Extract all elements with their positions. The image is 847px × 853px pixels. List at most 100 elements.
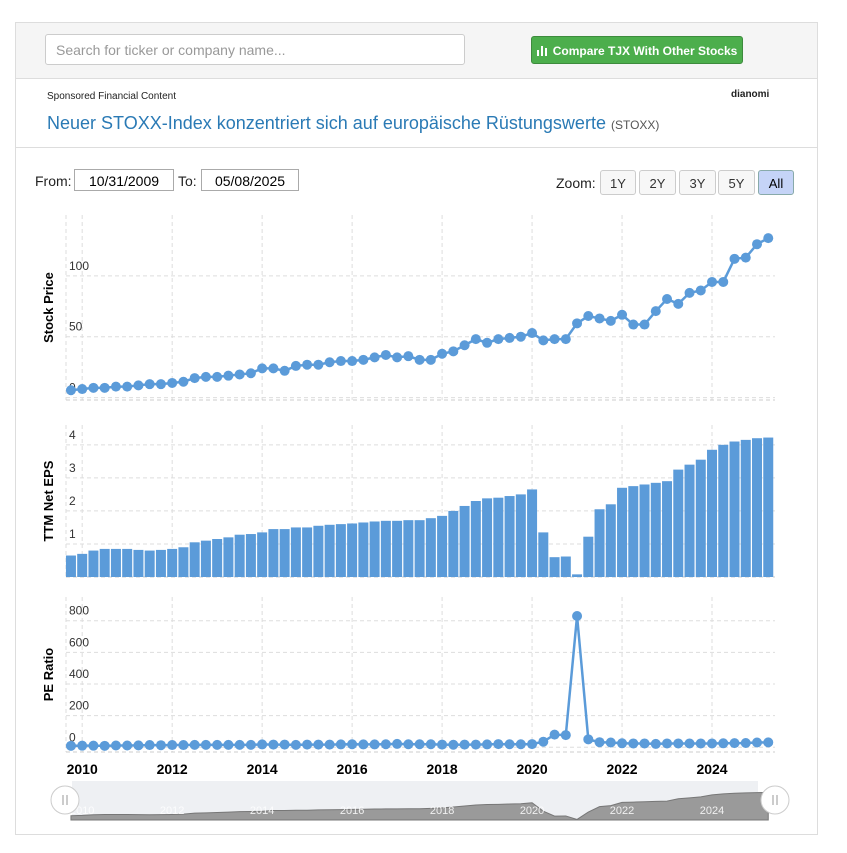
point (99, 382, 110, 393)
point (459, 340, 470, 351)
x-tick-label: 2022 (606, 761, 637, 777)
point (583, 734, 594, 745)
point (223, 739, 234, 750)
point (257, 739, 268, 750)
bar (583, 536, 594, 577)
bar (88, 550, 99, 577)
point (324, 357, 335, 368)
zoom-button[interactable]: 5Y (718, 170, 755, 195)
point (594, 313, 605, 324)
bar (313, 525, 324, 577)
point (279, 365, 290, 376)
navigator-handle[interactable] (760, 785, 790, 815)
point (212, 371, 223, 382)
point (729, 738, 740, 749)
point (155, 740, 166, 751)
point (527, 739, 538, 750)
point (549, 729, 560, 740)
bar (155, 549, 166, 577)
y-tick-label: 4 (69, 428, 76, 442)
point (740, 252, 751, 263)
bar (650, 482, 661, 577)
separator (16, 147, 817, 148)
point (335, 739, 346, 750)
point (572, 610, 583, 621)
bar (549, 557, 560, 577)
point (662, 738, 673, 749)
point (560, 334, 571, 345)
bar (639, 484, 650, 577)
point (88, 740, 99, 751)
point (470, 739, 481, 750)
search-input[interactable]: Search for ticker or company name... (45, 34, 465, 65)
bar (110, 548, 121, 577)
bar (684, 464, 695, 577)
y-tick-label: 1 (69, 527, 76, 541)
bar (189, 542, 200, 577)
point (414, 739, 425, 750)
point (425, 354, 436, 365)
point (504, 739, 515, 750)
navigator-handle[interactable] (50, 785, 80, 815)
point (572, 318, 583, 329)
navigator-label: 2022 (610, 805, 634, 817)
point (718, 276, 729, 287)
point (673, 738, 684, 749)
point (212, 739, 223, 750)
point (302, 359, 313, 370)
bar (493, 497, 504, 577)
point (245, 368, 256, 379)
navigator-label: 2016 (340, 805, 364, 817)
to-label: To: (178, 173, 197, 189)
point (673, 298, 684, 309)
bar (617, 487, 628, 577)
point (279, 739, 290, 750)
line (70, 615, 769, 748)
point (358, 354, 369, 365)
bar (369, 521, 380, 577)
bar (122, 548, 133, 577)
point (392, 352, 403, 363)
y-tick-label: 400 (69, 667, 89, 681)
point (763, 737, 774, 748)
y-tick-label: 0 (69, 730, 76, 744)
y-tick-label: 800 (69, 604, 89, 618)
zoom-button[interactable]: 3Y (679, 170, 716, 195)
bar (729, 441, 740, 577)
point (763, 233, 774, 244)
point (302, 739, 313, 750)
point (437, 348, 448, 359)
bar (99, 548, 110, 577)
y-axis-label: TTM Net EPS (41, 460, 56, 541)
point (65, 740, 76, 751)
point (448, 346, 459, 357)
compare-button[interactable]: Compare TJX With Other Stocks (531, 36, 743, 64)
zoom-button[interactable]: 1Y (600, 170, 636, 195)
point (223, 370, 234, 381)
point (99, 740, 110, 751)
point (729, 253, 740, 264)
point (527, 328, 538, 339)
point (133, 380, 144, 391)
bar (77, 553, 88, 577)
to-input[interactable]: 05/08/2025 (201, 169, 299, 191)
bar (752, 438, 763, 577)
headline[interactable]: Neuer STOXX-Index konzentriert sich auf … (47, 113, 659, 134)
x-tick-label: 2010 (67, 761, 98, 777)
point (335, 356, 346, 367)
point (605, 737, 616, 748)
zoom-button[interactable]: All (758, 170, 794, 195)
from-input[interactable]: 10/31/2009 (74, 169, 174, 191)
zoom-button[interactable]: 2Y (639, 170, 676, 195)
point (178, 376, 189, 387)
point (695, 738, 706, 749)
point (684, 738, 695, 749)
headline-text[interactable]: Neuer STOXX-Index konzentriert sich auf … (47, 113, 606, 133)
point (234, 369, 245, 380)
point (88, 382, 99, 393)
navigator-label: 2020 (520, 805, 544, 817)
point (178, 740, 189, 751)
bar (763, 437, 774, 577)
